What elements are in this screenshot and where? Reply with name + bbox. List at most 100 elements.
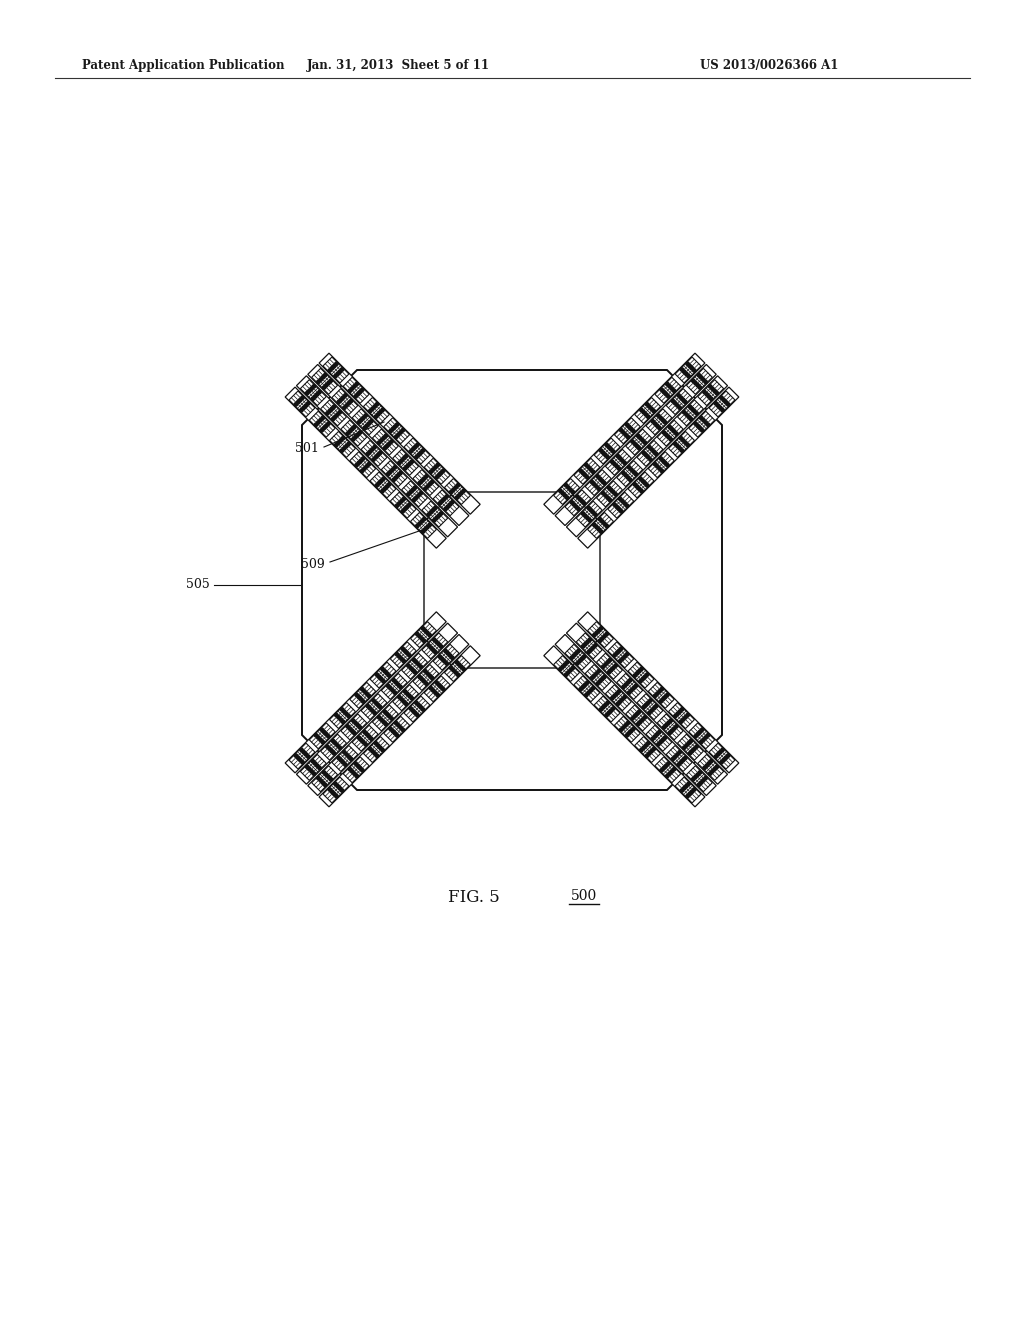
Circle shape: [679, 760, 683, 764]
Circle shape: [575, 661, 580, 665]
Circle shape: [643, 675, 647, 678]
Polygon shape: [637, 441, 663, 466]
Circle shape: [357, 696, 360, 698]
Circle shape: [690, 791, 693, 793]
Circle shape: [629, 478, 632, 482]
Polygon shape: [605, 449, 632, 475]
Circle shape: [327, 735, 330, 738]
Circle shape: [314, 734, 317, 737]
Circle shape: [645, 754, 649, 758]
Circle shape: [669, 437, 673, 441]
Circle shape: [586, 640, 589, 644]
Circle shape: [348, 727, 351, 730]
Circle shape: [328, 747, 332, 751]
Circle shape: [669, 719, 673, 722]
Circle shape: [370, 420, 373, 422]
Circle shape: [605, 714, 608, 717]
Circle shape: [385, 484, 389, 488]
Circle shape: [607, 671, 610, 675]
Circle shape: [341, 437, 345, 440]
Circle shape: [692, 368, 696, 372]
Circle shape: [373, 445, 376, 449]
Circle shape: [626, 504, 629, 507]
Circle shape: [400, 698, 403, 701]
Circle shape: [366, 733, 369, 737]
Circle shape: [644, 744, 647, 747]
Circle shape: [328, 368, 332, 372]
Circle shape: [321, 727, 324, 731]
Circle shape: [638, 487, 641, 491]
Circle shape: [726, 403, 730, 407]
Circle shape: [643, 715, 646, 719]
Circle shape: [372, 458, 375, 461]
Circle shape: [402, 457, 406, 461]
Circle shape: [371, 750, 374, 752]
Circle shape: [334, 742, 337, 744]
Circle shape: [626, 436, 630, 438]
Circle shape: [685, 743, 688, 747]
Circle shape: [335, 713, 338, 717]
Polygon shape: [554, 479, 580, 504]
Circle shape: [559, 668, 562, 671]
Circle shape: [584, 513, 587, 517]
Circle shape: [623, 655, 627, 659]
Circle shape: [709, 772, 712, 775]
Circle shape: [630, 469, 633, 471]
Circle shape: [659, 700, 663, 704]
Circle shape: [337, 400, 340, 404]
Circle shape: [671, 729, 674, 733]
Circle shape: [585, 463, 588, 467]
Polygon shape: [577, 502, 602, 527]
Circle shape: [322, 741, 325, 743]
Circle shape: [434, 690, 437, 694]
Circle shape: [438, 655, 441, 659]
Circle shape: [416, 714, 419, 717]
Circle shape: [664, 461, 667, 465]
Circle shape: [701, 779, 706, 783]
Circle shape: [299, 399, 302, 401]
Polygon shape: [578, 387, 739, 548]
Circle shape: [685, 784, 688, 788]
Circle shape: [400, 459, 403, 462]
Circle shape: [645, 673, 649, 676]
Circle shape: [336, 743, 339, 747]
Circle shape: [688, 792, 691, 796]
Polygon shape: [544, 645, 705, 807]
Circle shape: [650, 750, 653, 752]
Circle shape: [325, 384, 328, 387]
Circle shape: [606, 660, 609, 664]
Circle shape: [602, 676, 606, 678]
Polygon shape: [323, 356, 349, 383]
Circle shape: [397, 502, 401, 506]
Circle shape: [318, 378, 323, 381]
Circle shape: [600, 520, 604, 523]
Circle shape: [374, 701, 378, 705]
Polygon shape: [646, 725, 672, 751]
Circle shape: [722, 399, 725, 401]
Circle shape: [352, 384, 356, 388]
Circle shape: [638, 446, 641, 450]
Circle shape: [413, 659, 416, 661]
Circle shape: [708, 395, 711, 399]
Circle shape: [670, 387, 674, 391]
Circle shape: [592, 511, 595, 513]
Circle shape: [419, 451, 423, 454]
Polygon shape: [614, 418, 640, 444]
Circle shape: [414, 445, 417, 449]
Circle shape: [442, 498, 446, 500]
Circle shape: [700, 727, 703, 731]
Circle shape: [592, 645, 595, 649]
Circle shape: [630, 689, 633, 692]
Circle shape: [356, 723, 359, 727]
Polygon shape: [686, 368, 713, 395]
Circle shape: [417, 663, 420, 667]
Circle shape: [417, 704, 420, 706]
Polygon shape: [309, 723, 335, 748]
Circle shape: [605, 524, 608, 528]
Circle shape: [620, 647, 623, 651]
Circle shape: [693, 775, 697, 779]
Circle shape: [587, 466, 590, 469]
Circle shape: [354, 395, 357, 399]
Circle shape: [381, 408, 384, 412]
Circle shape: [394, 436, 398, 438]
